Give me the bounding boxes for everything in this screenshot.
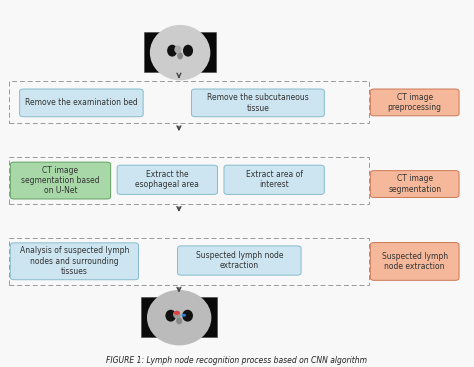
Ellipse shape <box>182 310 193 321</box>
FancyBboxPatch shape <box>19 89 143 117</box>
Ellipse shape <box>174 46 182 54</box>
Text: FIGURE 1: Lymph node recognition process based on CNN algorithm: FIGURE 1: Lymph node recognition process… <box>107 356 367 366</box>
Text: Suspected lymph
node extraction: Suspected lymph node extraction <box>382 252 448 271</box>
Text: Suspected lymph node
extraction: Suspected lymph node extraction <box>196 251 283 270</box>
Bar <box>9 81 369 123</box>
Text: Extract the
esophageal area: Extract the esophageal area <box>136 170 199 189</box>
FancyBboxPatch shape <box>10 243 138 280</box>
Bar <box>9 238 369 285</box>
FancyBboxPatch shape <box>191 89 324 117</box>
FancyBboxPatch shape <box>370 89 459 116</box>
Text: Analysis of suspected lymph
nodes and surrounding
tissues: Analysis of suspected lymph nodes and su… <box>20 246 129 276</box>
Circle shape <box>174 311 180 315</box>
Text: CT image
segmentation: CT image segmentation <box>388 174 441 194</box>
Ellipse shape <box>183 45 193 57</box>
Bar <box>141 297 218 337</box>
Ellipse shape <box>165 310 176 321</box>
Text: Remove the subcutaneous
tissue: Remove the subcutaneous tissue <box>207 93 309 113</box>
Text: CT image
segmentation based
on U-Net: CT image segmentation based on U-Net <box>21 166 100 196</box>
Text: Extract area of
interest: Extract area of interest <box>246 170 303 189</box>
Bar <box>9 157 369 204</box>
Circle shape <box>182 314 186 317</box>
Ellipse shape <box>176 317 182 324</box>
Bar <box>144 32 216 72</box>
FancyBboxPatch shape <box>178 246 301 275</box>
FancyBboxPatch shape <box>370 243 459 280</box>
Ellipse shape <box>150 25 210 80</box>
Text: CT image
preprocessing: CT image preprocessing <box>388 93 442 112</box>
FancyBboxPatch shape <box>370 171 459 197</box>
Ellipse shape <box>173 310 181 319</box>
Ellipse shape <box>177 52 183 59</box>
FancyBboxPatch shape <box>117 165 218 195</box>
Ellipse shape <box>147 290 211 345</box>
Text: Remove the examination bed: Remove the examination bed <box>25 98 138 108</box>
FancyBboxPatch shape <box>10 162 110 199</box>
Ellipse shape <box>167 45 177 57</box>
FancyBboxPatch shape <box>224 165 324 195</box>
